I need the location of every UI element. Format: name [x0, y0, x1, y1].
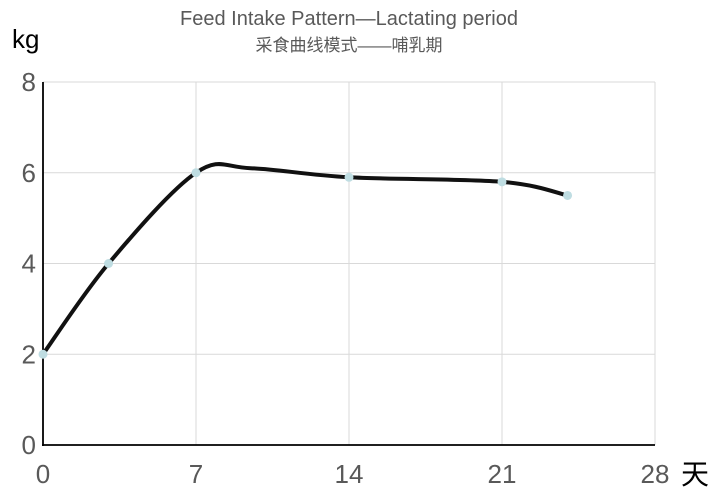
series-line [41, 162, 570, 357]
y-tick-label: 0 [22, 430, 36, 460]
x-tick-label: 28 [641, 459, 670, 489]
y-tick-label: 4 [22, 249, 36, 279]
y-tick-label: 2 [22, 339, 36, 369]
x-tick-label: 14 [335, 459, 364, 489]
data-point-marker [38, 349, 48, 359]
x-tick-label: 21 [488, 459, 517, 489]
data-point-marker [344, 172, 354, 182]
data-point-marker [563, 190, 573, 200]
data-point-marker [104, 259, 114, 268]
y-tick-label: 6 [22, 158, 36, 188]
chart-title: Feed Intake Pattern—Lactating period [180, 8, 518, 30]
x-tick-label: 7 [189, 459, 203, 489]
y-tick-label: 8 [22, 67, 36, 97]
data-point-marker [497, 177, 507, 187]
chart-subtitle: 采食曲线模式——哺乳期 [255, 36, 443, 55]
y-axis-unit-label: kg [12, 24, 40, 54]
data-point-marker [191, 168, 201, 178]
x-tick-label: 0 [36, 459, 50, 489]
x-axis-unit-label: 天 [681, 459, 710, 490]
